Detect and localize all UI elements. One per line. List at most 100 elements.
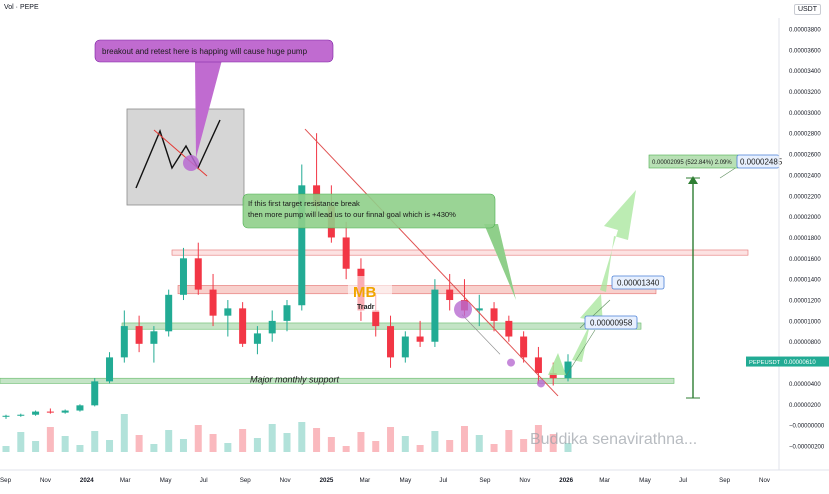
- volume-bar: [106, 440, 114, 452]
- price-tick: 0.00000800: [789, 340, 821, 346]
- ticker-price-box: [780, 356, 829, 367]
- volume-bar: [520, 439, 528, 452]
- time-tick: 2025: [320, 477, 334, 484]
- zone-2: [177, 285, 657, 295]
- time-tick: May: [639, 477, 652, 484]
- logo-subtext: Tradr: [357, 304, 375, 311]
- volume-bar: [460, 426, 468, 452]
- breakout-callout-text: breakout and retest here is happing will…: [102, 47, 308, 56]
- volume-bar: [239, 429, 247, 452]
- volume-bar: [17, 432, 25, 452]
- target2-label-box: [611, 275, 665, 290]
- candle-body: [520, 336, 528, 358]
- volume-bar: [32, 441, 40, 452]
- volume-bar: [549, 434, 557, 452]
- candle-body: [17, 414, 25, 416]
- volume-bar: [135, 435, 143, 452]
- candle-body: [253, 333, 261, 344]
- volume-bar: [327, 437, 335, 452]
- retest-circle-small: [537, 379, 545, 388]
- price-tick: 0.00003000: [789, 111, 821, 117]
- volume-bar: [313, 428, 321, 452]
- volume-bar: [357, 432, 365, 452]
- candle-body: [416, 336, 424, 342]
- volume-bar: [91, 431, 99, 452]
- volume-bar: [534, 425, 542, 452]
- time-tick: Sep: [0, 477, 12, 484]
- candle-body: [446, 289, 454, 301]
- breakout-callout-box: [94, 39, 334, 63]
- volume-bar: [2, 446, 10, 452]
- volume-bar: [298, 422, 306, 452]
- candle-body: [46, 411, 54, 413]
- time-tick: Nov: [759, 477, 771, 484]
- volume-bar: [475, 435, 483, 452]
- measure-arrowhead: [688, 176, 698, 184]
- volume-bar: [46, 427, 54, 452]
- candle-body: [372, 310, 380, 327]
- price-tick: 0.00002800: [789, 132, 821, 138]
- time-tick: Nov: [519, 477, 531, 484]
- price-tick: −0.00000200: [789, 445, 825, 451]
- overlay-layer: Major monthly support breakout and retest…: [94, 39, 783, 448]
- time-tick: Jul: [200, 477, 208, 484]
- volume-bar: [283, 433, 291, 452]
- volume-bar: [401, 436, 409, 452]
- path-line-1: [565, 329, 596, 377]
- candle-body: [194, 258, 202, 290]
- breakout-sketch-path: [135, 119, 221, 189]
- volume-bar: [342, 446, 350, 452]
- time-tick: Mar: [360, 477, 371, 484]
- candle-body: [135, 326, 143, 344]
- candle-body: [342, 237, 350, 269]
- retest-circle: [507, 358, 515, 367]
- candle-body: [32, 411, 40, 415]
- candle-body: [179, 258, 187, 295]
- volume-bar: [564, 443, 572, 452]
- price-tick: −0.00000000: [789, 424, 825, 430]
- time-tick: 2024: [80, 477, 94, 484]
- candle-body: [298, 185, 306, 306]
- measure-label-text: 0.00002095 (522.84%) 2.09%: [652, 160, 732, 166]
- price-tick: 0.00001200: [789, 299, 821, 305]
- volume-bar: [268, 424, 276, 452]
- candle-body: [564, 361, 572, 379]
- time-tick: May: [160, 477, 173, 484]
- target2-label-text: 0.00001340: [617, 279, 660, 288]
- target1-label-text: 0.00000958: [590, 319, 633, 328]
- volume-bar: [76, 445, 84, 452]
- candle-body: [150, 331, 158, 344]
- price-tick: 0.00000400: [789, 382, 821, 388]
- volume-bar: [505, 430, 513, 452]
- candle-body: [2, 415, 10, 417]
- volume-bar: [253, 438, 261, 452]
- time-tick: Nov: [280, 477, 292, 484]
- volume-layer: [2, 414, 572, 452]
- target3-label-text: 0.00002485: [740, 158, 783, 167]
- time-tick: Nov: [40, 477, 52, 484]
- zone-0: [0, 377, 675, 384]
- price-tick: 0.00002400: [789, 173, 821, 179]
- retest-circle-large: [454, 300, 472, 319]
- currency-selector[interactable]: USDT: [793, 4, 821, 15]
- price-tick: 0.00003400: [789, 69, 821, 75]
- volume-bar: [150, 444, 158, 452]
- candle-body: [387, 326, 395, 358]
- price-tick: 0.00003800: [789, 27, 821, 33]
- ticker-tag-text: PEPEUSDT: [749, 360, 781, 366]
- time-tick: Jul: [439, 477, 447, 484]
- zone-layer: [0, 249, 749, 384]
- breakout-sketch-circle: [183, 155, 199, 171]
- candle-body: [120, 326, 128, 358]
- candle-body: [91, 381, 99, 406]
- zone-1: [121, 322, 642, 330]
- candle-body: [534, 357, 542, 374]
- volume-bar: [490, 444, 498, 452]
- candle-body: [490, 308, 498, 321]
- volume-bar: [387, 427, 395, 452]
- target-callout-line2: then more pump will lead us to our finna…: [248, 210, 456, 219]
- candle-body: [209, 289, 217, 316]
- volume-bar: [431, 431, 439, 452]
